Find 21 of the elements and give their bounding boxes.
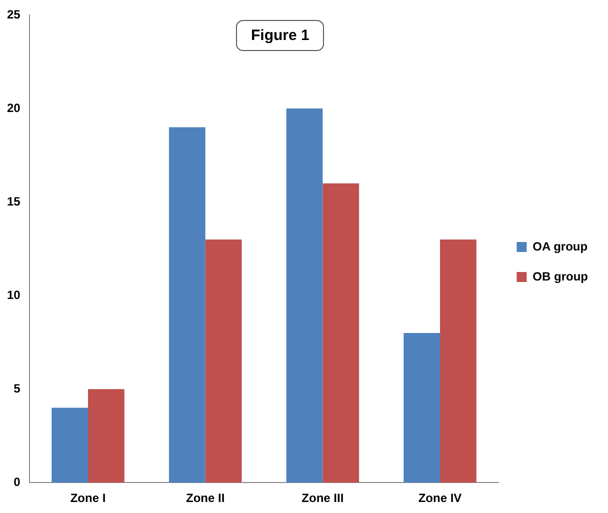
x-tick-label: Zone I xyxy=(70,491,106,506)
x-tick-label: Zone IV xyxy=(418,491,462,506)
legend-label: OA group xyxy=(532,239,588,254)
bar xyxy=(286,108,323,483)
x-tick-label: Zone II xyxy=(186,491,225,506)
y-tick-label: 15 xyxy=(6,194,21,208)
bar xyxy=(205,239,242,483)
bar xyxy=(440,239,476,483)
text: Figure 1 xyxy=(236,20,324,51)
y-tick-label: 5 xyxy=(14,381,21,396)
y-tick-label: 20 xyxy=(6,100,21,115)
y-tick-label: 10 xyxy=(6,288,21,302)
bar xyxy=(52,408,88,483)
bar xyxy=(88,389,124,483)
legend-label: OB group xyxy=(532,269,588,284)
bar xyxy=(168,127,206,483)
bar xyxy=(404,332,440,483)
x-tick-label: Zone III xyxy=(302,491,344,506)
y-tick-label: 25 xyxy=(6,7,21,22)
y-tick-label: 0 xyxy=(14,474,21,489)
bar xyxy=(322,183,360,483)
